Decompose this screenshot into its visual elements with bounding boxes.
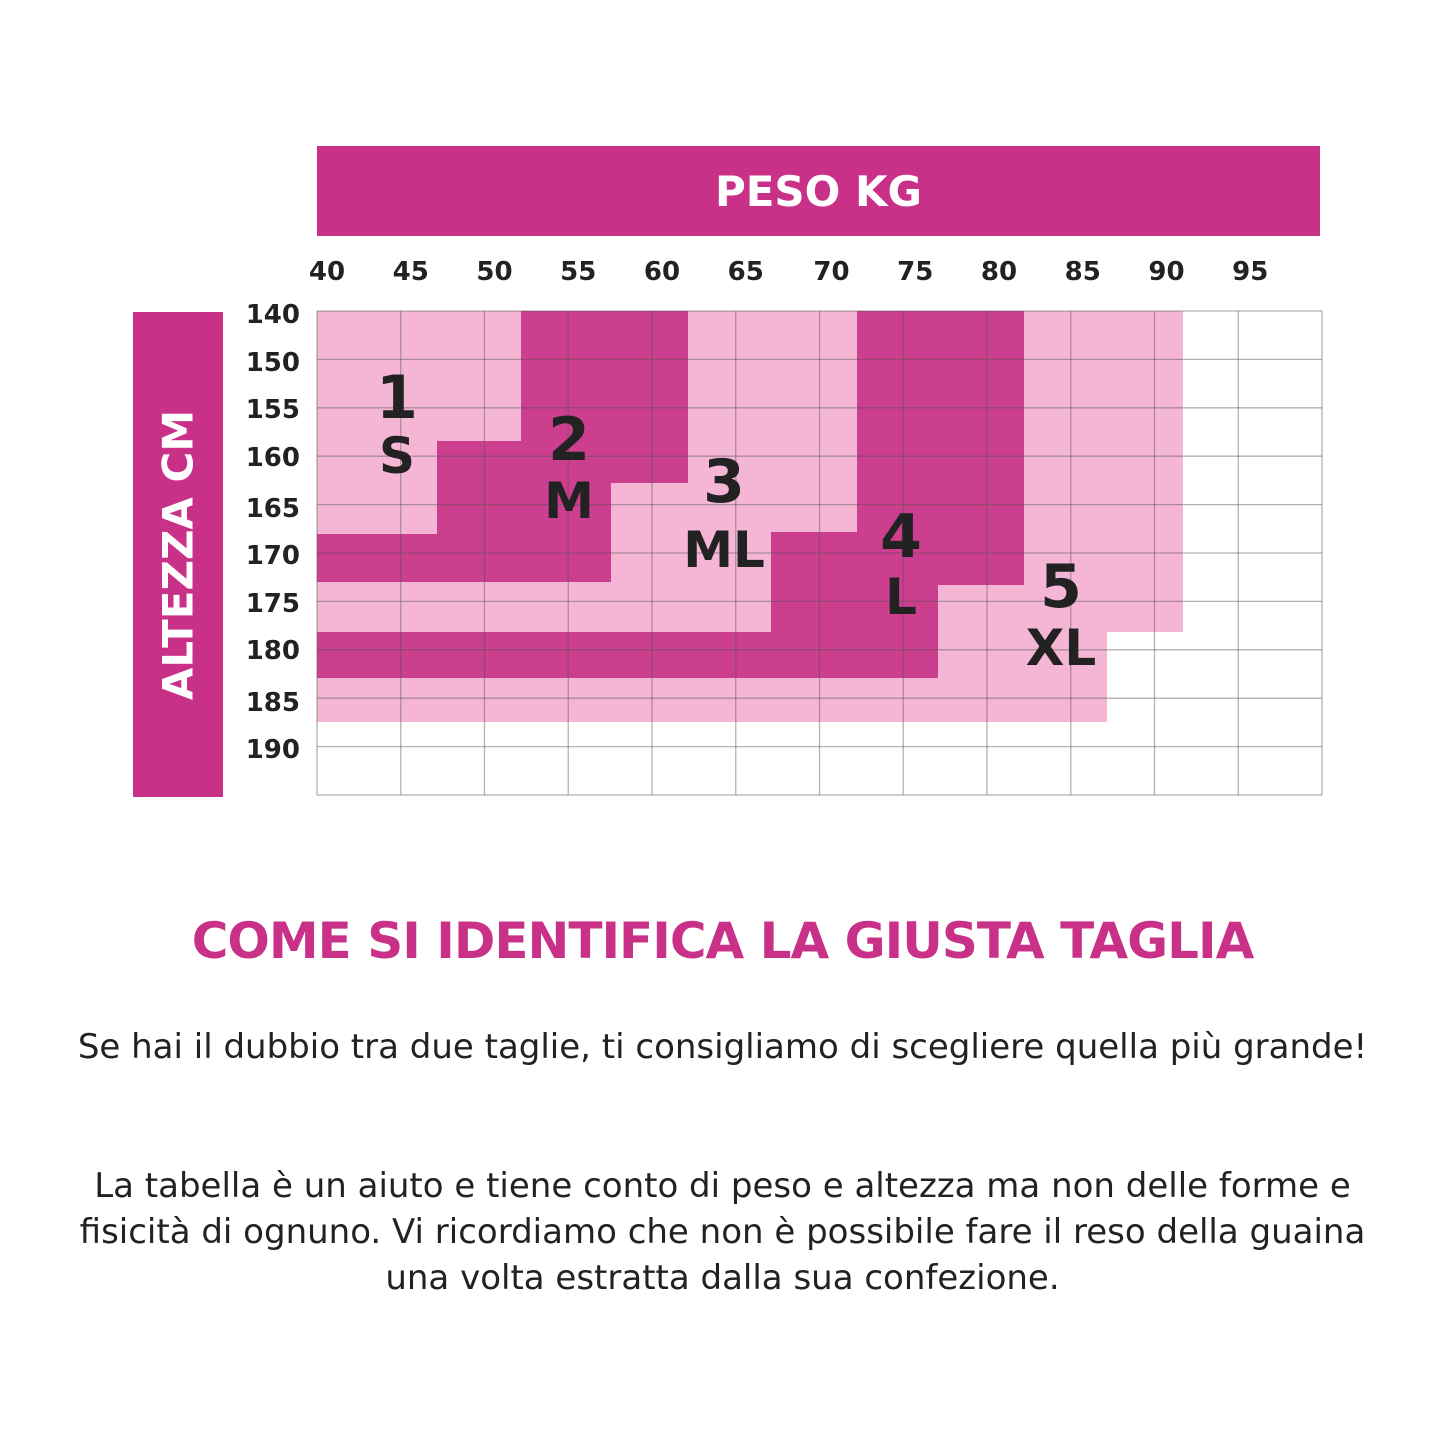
disclaimer-text: La tabella è un aiuto e tiene conto di p… (79, 1166, 1366, 1298)
size-number-label: 2 (548, 405, 590, 475)
x-tick-label: 75 (897, 257, 933, 287)
section-title: COME SI IDENTIFICA LA GIUSTA TAGLIA (191, 912, 1255, 970)
y-axis-header: ALTEZZA CM (133, 312, 223, 797)
size-name-label: M (544, 472, 594, 530)
size-name-label: ML (683, 521, 765, 579)
x-tick-label: 60 (644, 257, 680, 287)
x-tick-label: 45 (393, 257, 429, 287)
size-number-label: 1 (376, 363, 418, 433)
x-tick-label: 50 (476, 257, 512, 287)
y-tick-label: 150 (246, 348, 300, 378)
size-name-label: L (885, 568, 917, 626)
size-number-label: 4 (880, 502, 922, 572)
y-tick-label: 180 (246, 636, 300, 666)
x-tick-label: 85 (1065, 257, 1101, 287)
y-tick-label: 160 (246, 443, 300, 473)
x-tick-label: 90 (1148, 257, 1184, 287)
size-name-label: S (379, 427, 415, 485)
size-chart: 40 45 50 55 60 65 70 75 80 85 90 951401501551601651… (246, 257, 1323, 796)
zone-size-2 (317, 311, 688, 582)
y-tick-label: 170 (246, 541, 300, 571)
x-tick-label: 65 (728, 257, 764, 287)
y-tick-label: 165 (246, 494, 300, 524)
y-tick-label: 140 (246, 300, 300, 330)
x-tick-label: 55 (560, 257, 596, 287)
zone-size-4 (317, 311, 1024, 678)
x-axis-header: PESO KG (317, 146, 1320, 236)
y-tick-label: 190 (246, 735, 300, 765)
x-axis-label: PESO KG (714, 166, 923, 216)
size-number-label: 5 (1040, 552, 1082, 622)
y-tick-label: 155 (246, 395, 300, 425)
x-tick-label: 40 (309, 257, 345, 287)
size-name-label: XL (1026, 619, 1096, 677)
y-tick-label: 175 (246, 589, 300, 619)
size-number-label: 3 (703, 447, 745, 517)
advice-text: Se hai il dubbio tra due taglie, ti cons… (77, 1027, 1368, 1067)
x-tick-label: 95 (1232, 257, 1268, 287)
y-tick-label: 185 (246, 688, 300, 718)
x-tick-label: 70 (813, 257, 849, 287)
x-tick-label: 80 (981, 257, 1017, 287)
